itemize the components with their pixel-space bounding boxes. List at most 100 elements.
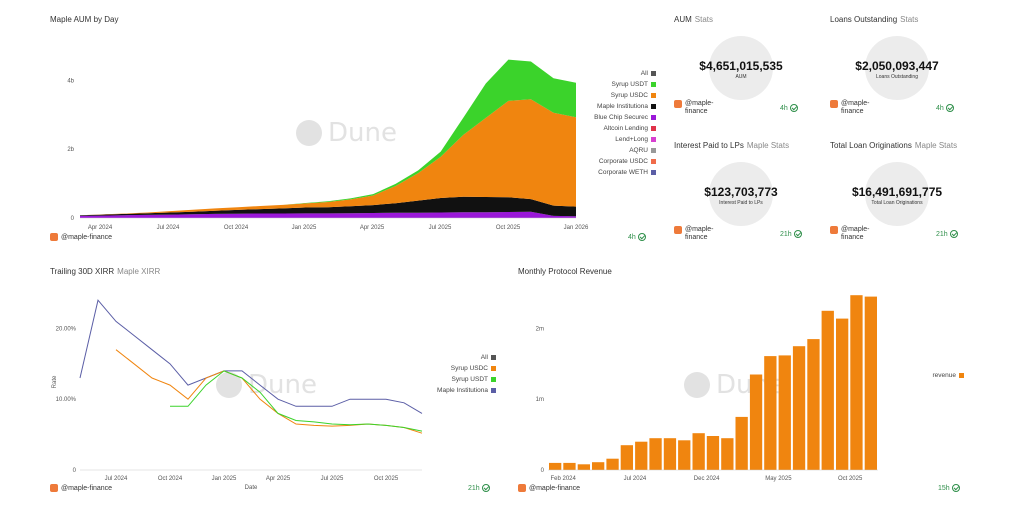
revenue-bar[interactable] <box>807 339 820 470</box>
owner-name-line2: finance <box>685 234 708 241</box>
legend-swatch <box>651 137 656 142</box>
revenue-bar[interactable] <box>592 462 605 470</box>
revenue-bar[interactable] <box>577 464 590 470</box>
counter-panel: Loans Outstanding Stats $2,050,093,447 Loan… <box>824 10 970 130</box>
aum-chart: 0 2b 4b Apr 2024 Jul 2024 Oct 2024 Jan 2025 Apr… <box>67 59 589 231</box>
legend-swatch <box>651 93 656 98</box>
check-icon <box>481 484 490 492</box>
revenue-bar[interactable] <box>620 445 633 470</box>
counter-footer: @maple-finance <box>830 226 870 242</box>
check-icon <box>637 233 646 241</box>
owner-avatar <box>518 484 526 492</box>
counter-title-text: Interest Paid to LPs <box>674 141 744 150</box>
owner-name[interactable]: @maple-finance <box>529 484 581 492</box>
revenue-bar[interactable] <box>606 458 619 470</box>
legend-item[interactable]: Maple Institutiona <box>404 385 496 396</box>
x-tick-label: Jan 2025 <box>292 225 317 231</box>
legend-item[interactable]: Corporate USDC <box>564 156 656 167</box>
legend-swatch <box>491 388 496 393</box>
legend-swatch <box>491 355 496 360</box>
counter-title-text: Loans Outstanding <box>830 15 898 24</box>
revenue-bar[interactable] <box>549 462 562 470</box>
owner-name[interactable]: @maple-finance <box>61 484 113 492</box>
revenue-bar[interactable] <box>792 346 806 470</box>
owner-name[interactable]: @maple-finance <box>841 100 870 116</box>
revenue-bar[interactable] <box>678 440 691 470</box>
legend-swatch <box>651 115 656 120</box>
legend-item[interactable]: AQRU <box>564 145 656 156</box>
revenue-bar[interactable] <box>836 318 849 470</box>
x-tick-label: Jan 2026 <box>564 225 589 231</box>
counter-panel: AUM Stats $4,651,015,535 AUM @maple-finance 4… <box>668 10 814 130</box>
x-tick-label: Oct 2025 <box>374 476 399 482</box>
revenue-bar[interactable] <box>635 441 648 470</box>
panel-title-text: Trailing 30D XIRR <box>50 267 115 276</box>
legend-item[interactable]: All <box>564 68 656 79</box>
freshness-text: 4h <box>628 233 636 241</box>
area-maple-institutiona <box>80 196 576 217</box>
revenue-bar[interactable] <box>735 416 748 470</box>
freshness-badge: 21h <box>936 230 958 238</box>
counter-footer: @maple-finance <box>674 100 714 116</box>
legend-swatch <box>651 82 656 87</box>
revenue-bar[interactable] <box>764 356 777 470</box>
revenue-bar[interactable] <box>692 433 705 470</box>
owner-name[interactable]: @maple-finance <box>61 233 113 241</box>
revenue-bar[interactable] <box>864 296 877 470</box>
revenue-bar[interactable] <box>850 295 863 470</box>
owner-name[interactable]: @maple-finance <box>685 226 714 242</box>
counter-title: AUM Stats <box>674 15 713 24</box>
legend-item[interactable]: Altcoin Lending <box>564 123 656 134</box>
revenue-bar[interactable] <box>721 438 734 470</box>
x-tick-label: May 2025 <box>765 476 792 482</box>
revenue-bar[interactable] <box>749 374 763 471</box>
legend-label: revenue <box>932 372 957 379</box>
revenue-bar[interactable] <box>778 355 791 470</box>
y-tick-label: 2b <box>67 147 74 153</box>
legend-item[interactable]: Maple Institutiona <box>564 101 656 112</box>
counter-title: Interest Paid to LPs Maple Stats <box>674 141 789 150</box>
legend-item[interactable]: Corporate WETH <box>564 167 656 178</box>
freshness-badge: 4h <box>780 104 798 112</box>
counter-footer: @maple-finance <box>674 226 714 242</box>
owner-name-line2: finance <box>841 108 864 115</box>
x-tick-label: Oct 2025 <box>496 225 521 231</box>
freshness-text: 4h <box>936 104 944 112</box>
counter-value: $123,703,773 <box>704 185 778 199</box>
x-tick-label: Jul 2024 <box>624 476 647 482</box>
owner-name[interactable]: @maple-finance <box>685 100 714 116</box>
x-tick-label: Oct 2025 <box>838 476 863 482</box>
legend-swatch <box>491 377 496 382</box>
counter-background <box>709 162 773 226</box>
owner-name-line1: @maple- <box>841 226 870 233</box>
counter-background <box>865 162 929 226</box>
owner-name[interactable]: @maple-finance <box>841 226 870 242</box>
owner-name-line1: @maple- <box>841 100 870 107</box>
y-tick-label: 20.00% <box>56 326 77 332</box>
legend-item[interactable]: Syrup USDC <box>564 90 656 101</box>
check-icon <box>793 230 802 238</box>
legend-item[interactable]: Blue Chip Securec <box>564 112 656 123</box>
legend-item[interactable]: Syrup USDC <box>404 363 496 374</box>
legend-item[interactable]: Syrup USDT <box>564 79 656 90</box>
y-tick-label: 10.00% <box>56 397 77 403</box>
x-tick-label: Jan 2025 <box>212 476 237 482</box>
legend-item[interactable]: All <box>404 352 496 363</box>
legend-item[interactable]: Lend+Long <box>564 134 656 145</box>
x-tick-label: Oct 2024 <box>158 476 183 482</box>
legend-label: Maple Institutiona <box>597 103 648 110</box>
revenue-bar[interactable] <box>821 310 834 470</box>
y-tick-label: 2m <box>536 326 544 332</box>
counter-label: Loans Outstanding <box>876 74 918 80</box>
revenue-bar[interactable] <box>649 438 662 470</box>
line-syrup-usdt <box>170 370 423 432</box>
owner-avatar <box>50 233 58 241</box>
legend-item[interactable]: Syrup USDT <box>404 374 496 385</box>
legend-item-revenue[interactable]: revenue <box>892 370 964 381</box>
revenue-bar[interactable] <box>563 462 576 470</box>
counter-title: Loans Outstanding Stats <box>830 15 918 24</box>
revenue-bar[interactable] <box>663 438 677 470</box>
x-tick-label: Apr 2025 <box>360 225 385 231</box>
area-blue-chip-securec <box>80 211 576 218</box>
revenue-bar[interactable] <box>706 436 720 470</box>
